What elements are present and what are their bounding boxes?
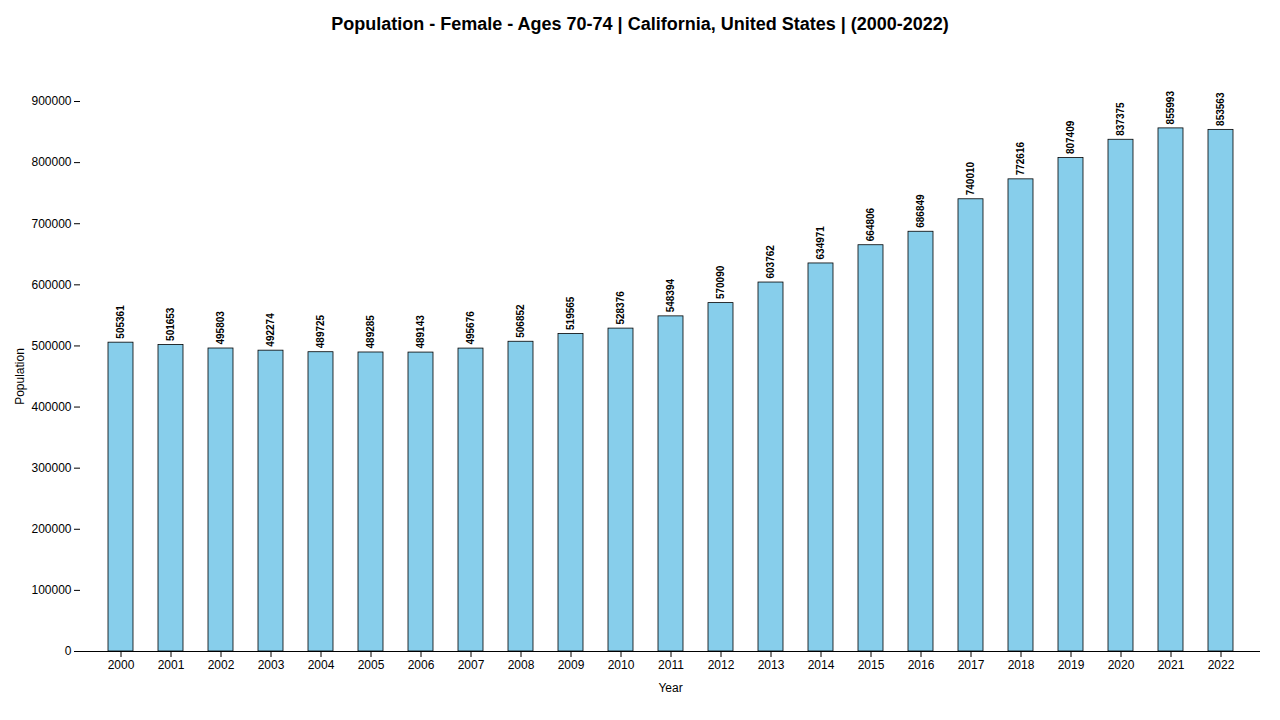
svg-text:2007: 2007 [458,658,485,672]
svg-text:489725: 489725 [315,314,326,348]
svg-text:500000: 500000 [31,339,71,353]
svg-text:492274: 492274 [265,313,276,347]
svg-text:2013: 2013 [758,658,785,672]
svg-text:2003: 2003 [258,658,285,672]
svg-text:740010: 740010 [965,161,976,195]
svg-text:2020: 2020 [1108,658,1135,672]
svg-text:800000: 800000 [31,155,71,169]
svg-text:0: 0 [65,644,72,658]
svg-text:506852: 506852 [515,304,526,338]
svg-text:686849: 686849 [915,194,926,228]
svg-text:2006: 2006 [408,658,435,672]
svg-text:200000: 200000 [31,522,71,536]
svg-text:600000: 600000 [31,278,71,292]
svg-text:2021: 2021 [1158,658,1185,672]
svg-text:853563: 853563 [1215,92,1226,126]
svg-text:Year: Year [658,681,682,695]
svg-text:2002: 2002 [208,658,235,672]
svg-text:837375: 837375 [1115,102,1126,136]
svg-text:570090: 570090 [715,265,726,299]
svg-text:2018: 2018 [1008,658,1035,672]
svg-text:519565: 519565 [565,296,576,330]
svg-text:495803: 495803 [215,311,226,345]
svg-text:300000: 300000 [31,461,71,475]
svg-text:2004: 2004 [308,658,335,672]
html-text:Population - Female - Ages 70-: Population - Female - Ages 70-74 | Calif… [331,14,949,34]
svg-text:2014: 2014 [808,658,835,672]
svg-text:528376: 528376 [615,291,626,325]
svg-text:2010: 2010 [608,658,635,672]
svg-text:400000: 400000 [31,400,71,414]
svg-text:2009: 2009 [558,658,585,672]
svg-text:501653: 501653 [165,307,176,341]
svg-text:603762: 603762 [765,245,776,279]
svg-text:664806: 664806 [865,207,876,241]
svg-text:2008: 2008 [508,658,535,672]
svg-text:505361: 505361 [115,305,126,339]
svg-text:2012: 2012 [708,658,735,672]
svg-text:495676: 495676 [465,311,476,345]
svg-text:855993: 855993 [1165,91,1176,125]
svg-text:2019: 2019 [1058,658,1085,672]
svg-text:2011: 2011 [658,658,684,672]
svg-text:100000: 100000 [31,583,71,597]
svg-text:900000: 900000 [31,94,71,108]
svg-text:Population: Population [13,348,27,405]
svg-text:2016: 2016 [908,658,935,672]
svg-text:807409: 807409 [1065,120,1076,154]
svg-text:772616: 772616 [1015,142,1026,176]
svg-text:489143: 489143 [415,315,426,349]
svg-text:2015: 2015 [858,658,885,672]
svg-text:2017: 2017 [958,658,985,672]
svg-text:489285: 489285 [365,315,376,349]
svg-text:2001: 2001 [158,658,185,672]
svg-text:548394: 548394 [665,279,676,313]
svg-text:2022: 2022 [1208,658,1235,672]
svg-text:2005: 2005 [358,658,385,672]
svg-text:2000: 2000 [108,658,135,672]
svg-text:634971: 634971 [815,226,826,260]
svg-text:700000: 700000 [31,217,71,231]
